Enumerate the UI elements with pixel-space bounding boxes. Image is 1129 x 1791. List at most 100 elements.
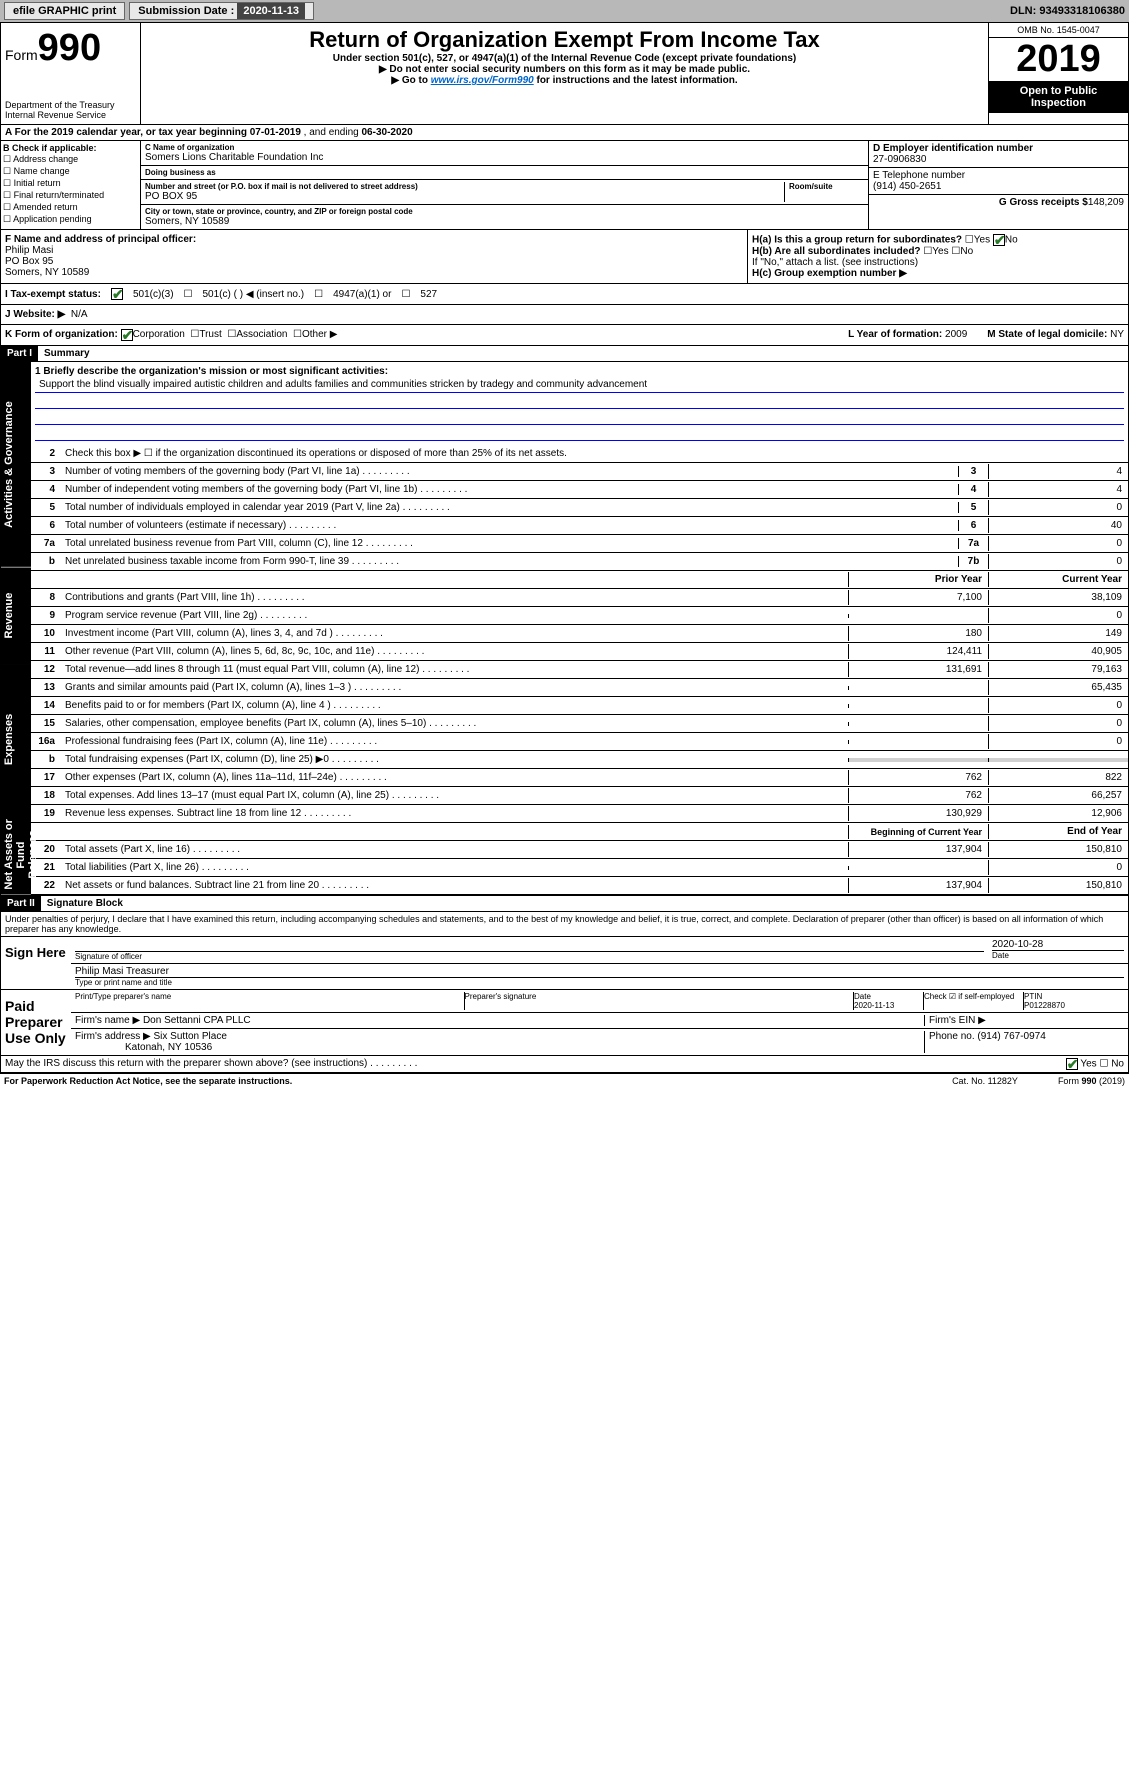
- street-address: PO BOX 95: [145, 191, 784, 202]
- officer-addr2: Somers, NY 10589: [5, 267, 89, 278]
- status-501c3-checked: [111, 288, 123, 300]
- check-name-change[interactable]: ☐ Name change: [3, 166, 138, 177]
- part2-title: Signature Block: [41, 896, 129, 911]
- org-name-box: C Name of organization Somers Lions Char…: [141, 141, 868, 166]
- paid-preparer-section: Paid Preparer Use Only Print/Type prepar…: [0, 990, 1129, 1056]
- dln: DLN: 93493318106380: [1010, 5, 1125, 17]
- submission-date-label: Submission Date : 2020-11-13: [129, 2, 314, 20]
- firm-addr: Six Sutton Place: [154, 1031, 227, 1042]
- officer-sig-name: Philip Masi Treasurer: [75, 966, 1124, 977]
- self-employed-check: Check ☑ if self-employed: [924, 992, 1024, 1010]
- subtitle-2: ▶ Do not enter social security numbers o…: [145, 64, 984, 75]
- discuss-row: May the IRS discuss this return with the…: [0, 1056, 1129, 1073]
- year-formation: L Year of formation: 2009: [848, 329, 967, 341]
- check-application[interactable]: ☐ Application pending: [3, 214, 138, 225]
- mission-blank-2: [35, 409, 1124, 425]
- firm-city: Katonah, NY 10536: [125, 1042, 212, 1053]
- mission-text: Support the blind visually impaired auti…: [35, 377, 1124, 393]
- inspection-badge: Open to Public Inspection: [989, 81, 1128, 113]
- line-18: 18Total expenses. Add lines 13–17 (must …: [31, 787, 1128, 805]
- subtitle-1: Under section 501(c), 527, or 4947(a)(1)…: [145, 53, 984, 64]
- part2-badge: Part II: [1, 896, 41, 911]
- line-2: 2Check this box ▶ ☐ if the organization …: [31, 445, 1128, 463]
- line-22: 22Net assets or fund balances. Subtract …: [31, 877, 1128, 895]
- col-b-checkboxes: B Check if applicable: ☐ Address change …: [1, 141, 141, 229]
- officer-addr1: PO Box 95: [5, 256, 53, 267]
- officer-h-grid: F Name and address of principal officer:…: [0, 230, 1129, 284]
- line-b: bNet unrelated business taxable income f…: [31, 553, 1128, 571]
- part1-title: Summary: [38, 346, 96, 361]
- side-expenses: Expenses: [1, 664, 31, 815]
- h-a-no-checked: [993, 234, 1005, 246]
- info-grid: B Check if applicable: ☐ Address change …: [0, 141, 1129, 230]
- cat-no: Cat. No. 11282Y: [952, 1076, 1018, 1086]
- line-20: 20Total assets (Part X, line 16)137,9041…: [31, 841, 1128, 859]
- part2-header-row: Part II Signature Block: [0, 896, 1129, 912]
- check-final-return[interactable]: ☐ Final return/terminated: [3, 190, 138, 201]
- col-headers-rev: Prior Year Current Year: [31, 571, 1128, 589]
- line-10: 10Investment income (Part VIII, column (…: [31, 625, 1128, 643]
- check-initial-return[interactable]: ☐ Initial return: [3, 178, 138, 189]
- line-5: 5Total number of individuals employed in…: [31, 499, 1128, 517]
- efile-button[interactable]: efile GRAPHIC print: [4, 2, 125, 20]
- gross-receipts-box: G Gross receipts $148,209: [869, 195, 1128, 219]
- discuss-yes-checked: [1066, 1058, 1078, 1070]
- footer-row: For Paperwork Reduction Act Notice, see …: [0, 1073, 1129, 1088]
- k-corp-checked: [121, 329, 133, 341]
- line-b: bTotal fundraising expenses (Part IX, co…: [31, 751, 1128, 769]
- mission-blank-3: [35, 425, 1124, 441]
- gross-receipts: 148,209: [1088, 197, 1124, 208]
- firm-name: Don Settanni CPA PLLC: [143, 1015, 251, 1026]
- line-15: 15Salaries, other compensation, employee…: [31, 715, 1128, 733]
- dba-box: Doing business as: [141, 166, 868, 180]
- phone-value: (914) 450-2651: [873, 181, 1124, 192]
- irs-link[interactable]: www.irs.gov/Form990: [431, 75, 534, 86]
- mission-block: 1 Briefly describe the organization's mi…: [31, 362, 1128, 445]
- tax-status-row: I Tax-exempt status: 501(c)(3) ☐ 501(c) …: [0, 284, 1129, 305]
- ein-box: D Employer identification number 27-0906…: [869, 141, 1128, 168]
- tax-year-row: A For the 2019 calendar year, or tax yea…: [0, 125, 1129, 141]
- check-address-change[interactable]: ☐ Address change: [3, 154, 138, 165]
- part1-badge: Part I: [1, 346, 38, 361]
- firm-phone: (914) 767-0974: [977, 1031, 1045, 1042]
- line-6: 6Total number of volunteers (estimate if…: [31, 517, 1128, 535]
- sign-here-section: Sign Here Signature of officer 2020-10-2…: [0, 937, 1129, 990]
- part1-body: Activities & Governance Revenue Expenses…: [0, 362, 1129, 896]
- line-19: 19Revenue less expenses. Subtract line 1…: [31, 805, 1128, 823]
- col-headers-net: Beginning of Current Year End of Year: [31, 823, 1128, 841]
- address-box: Number and street (or P.O. box if mail i…: [141, 180, 868, 205]
- form-number: Form990: [5, 27, 136, 70]
- line-14: 14Benefits paid to or for members (Part …: [31, 697, 1128, 715]
- h-a: H(a) Is this a group return for subordin…: [752, 234, 1124, 246]
- check-amended[interactable]: ☐ Amended return: [3, 202, 138, 213]
- phone-box: E Telephone number (914) 450-2651: [869, 168, 1128, 195]
- top-bar: efile GRAPHIC print Submission Date : 20…: [0, 0, 1129, 22]
- line-16a: 16aProfessional fundraising fees (Part I…: [31, 733, 1128, 751]
- paid-prep-label: Paid Preparer Use Only: [1, 990, 71, 1055]
- line-11: 11Other revenue (Part VIII, column (A), …: [31, 643, 1128, 661]
- side-netassets: Net Assets or Fund Balances: [1, 815, 31, 895]
- omb-number: OMB No. 1545-0047: [989, 23, 1128, 38]
- line-9: 9Program service revenue (Part VIII, lin…: [31, 607, 1128, 625]
- k-row: K Form of organization: Corporation ☐ Tr…: [0, 325, 1129, 346]
- website-row: J Website: ▶ N/A: [0, 305, 1129, 325]
- line-4: 4Number of independent voting members of…: [31, 481, 1128, 499]
- line-13: 13Grants and similar amounts paid (Part …: [31, 679, 1128, 697]
- tax-year: 2019: [989, 38, 1128, 81]
- ptin-value: P01228870: [1024, 1001, 1065, 1010]
- form-footer: Form 990 (2019): [1058, 1076, 1125, 1086]
- submission-date-value: 2020-11-13: [237, 3, 305, 19]
- side-revenue: Revenue: [1, 567, 31, 664]
- line-21: 21Total liabilities (Part X, line 26)0: [31, 859, 1128, 877]
- h-b-note: If "No," attach a list. (see instruction…: [752, 257, 1124, 268]
- dept-treasury: Department of the Treasury Internal Reve…: [5, 100, 136, 120]
- h-b: H(b) Are all subordinates included? ☐Yes…: [752, 246, 1124, 257]
- org-name: Somers Lions Charitable Foundation Inc: [145, 152, 864, 163]
- form-header: Form990 Department of the Treasury Inter…: [0, 22, 1129, 125]
- line-8: 8Contributions and grants (Part VIII, li…: [31, 589, 1128, 607]
- line-17: 17Other expenses (Part IX, column (A), l…: [31, 769, 1128, 787]
- line-12: 12Total revenue—add lines 8 through 11 (…: [31, 661, 1128, 679]
- mission-blank-1: [35, 393, 1124, 409]
- line-7a: 7aTotal unrelated business revenue from …: [31, 535, 1128, 553]
- officer-name: Philip Masi: [5, 245, 53, 256]
